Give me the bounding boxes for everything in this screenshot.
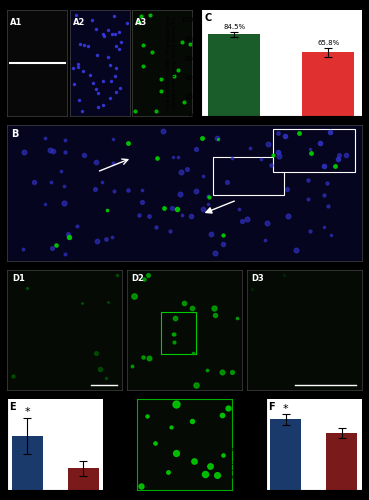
- Bar: [327, 433, 357, 490]
- Text: E: E: [9, 402, 16, 412]
- Text: D3: D3: [251, 274, 264, 283]
- Bar: [208, 34, 260, 116]
- Bar: [12, 436, 42, 490]
- Text: 84.5%: 84.5%: [223, 24, 245, 30]
- Text: A2: A2: [73, 18, 85, 28]
- Bar: [270, 420, 301, 490]
- Text: D1: D1: [12, 274, 25, 283]
- Text: A1: A1: [10, 18, 23, 28]
- Bar: [273, 129, 355, 172]
- Text: *: *: [24, 406, 30, 416]
- Bar: [68, 468, 99, 490]
- Text: B: B: [11, 129, 18, 139]
- Text: 65.8%: 65.8%: [317, 40, 339, 46]
- Text: *: *: [283, 404, 289, 414]
- Bar: [162, 312, 196, 354]
- Y-axis label: Relative flourescence
intensity: Relative flourescence intensity: [234, 411, 244, 478]
- Text: F: F: [268, 402, 275, 412]
- Text: C: C: [204, 13, 211, 23]
- Y-axis label: The positive rate of exosomes
uptake by living DRG cells(%): The positive rate of exosomes uptake by …: [166, 16, 177, 110]
- Text: A3: A3: [135, 18, 148, 28]
- Bar: [303, 52, 354, 116]
- Text: D2: D2: [132, 274, 145, 283]
- Bar: [213, 158, 284, 196]
